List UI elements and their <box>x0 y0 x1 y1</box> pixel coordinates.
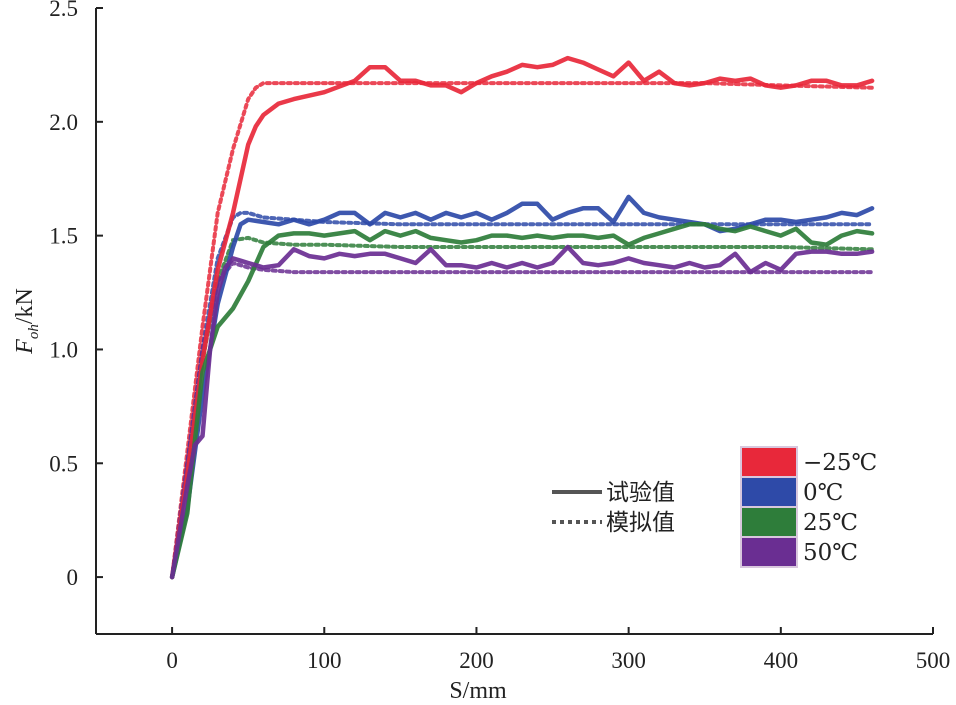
series-legend: −25℃ 0℃ 25℃ 50℃ <box>740 446 877 568</box>
y-tick-label: 2.0 <box>49 110 78 135</box>
series-line-minus25-simulated <box>170 81 875 580</box>
y-axis-title-main: F <box>12 339 38 355</box>
x-tick-label: 500 <box>916 648 951 673</box>
series-line-50-experimental <box>169 244 875 580</box>
x-tick-label: 0 <box>166 648 178 673</box>
y-tick-label: 2.5 <box>49 0 78 21</box>
legend-label-minus25: −25℃ <box>803 450 877 476</box>
legend-swatch-0 <box>740 476 798 508</box>
axis-ticks: 0 100 200 300 400 500 0 0.5 1.0 1.5 2.0 2.5 <box>49 0 950 673</box>
x-tick-label: 300 <box>611 648 646 673</box>
x-tick-label: 200 <box>459 648 494 673</box>
style-legend-solid-label: 试验值 <box>606 480 675 506</box>
style-legend-dotted-label: 模拟值 <box>606 510 675 536</box>
y-tick-label: 0 <box>67 565 79 590</box>
legend-swatch-minus25 <box>740 446 798 478</box>
x-tick-label: 400 <box>764 648 799 673</box>
legend-label-0: 0℃ <box>803 480 843 506</box>
style-legend: 试验值 模拟值 <box>552 480 675 536</box>
y-tick-label: 0.5 <box>49 451 78 476</box>
legend-label-25: 25℃ <box>803 510 858 536</box>
y-tick-label: 1.0 <box>49 337 78 362</box>
x-tick-label: 100 <box>307 648 342 673</box>
legend-label-50: 50℃ <box>803 540 858 566</box>
y-axis-title-sub: oh <box>26 324 42 339</box>
y-axis-title: Foh/kN <box>12 288 42 355</box>
series-line-minus25-experimental <box>169 55 875 580</box>
series-line-25-experimental <box>169 222 875 580</box>
y-axis-title-unit: /kN <box>12 288 38 324</box>
legend-swatch-50 <box>740 536 798 568</box>
legend-swatch-25 <box>740 506 798 538</box>
series-line-0-experimental <box>169 194 875 580</box>
x-axis-title: S/mm <box>449 678 507 704</box>
y-tick-label: 1.5 <box>49 224 78 249</box>
plot-area <box>169 55 875 580</box>
axes <box>95 8 933 635</box>
